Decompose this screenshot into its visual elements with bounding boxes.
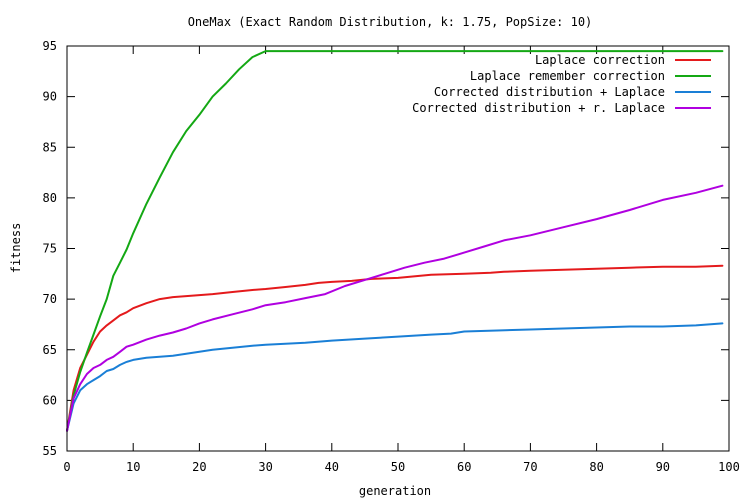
y-tick-label: 55 bbox=[43, 444, 57, 458]
legend-label: Laplace remember correction bbox=[470, 69, 665, 83]
y-axis-ticks: 55 60 65 70 75 80 85 90 95 bbox=[43, 39, 729, 458]
y-axis-label: fitness bbox=[9, 223, 23, 274]
x-tick-label: 30 bbox=[258, 460, 272, 474]
series-line-4 bbox=[66, 184, 724, 432]
series-line-3 bbox=[66, 322, 724, 432]
x-tick-label: 0 bbox=[63, 460, 70, 474]
legend-label: Laplace correction bbox=[535, 53, 665, 67]
y-tick-label: 65 bbox=[43, 343, 57, 357]
y-tick-label: 80 bbox=[43, 191, 57, 205]
x-tick-label: 50 bbox=[391, 460, 405, 474]
x-tick-label: 70 bbox=[523, 460, 537, 474]
y-tick-label: 90 bbox=[43, 90, 57, 104]
x-tick-label: 10 bbox=[126, 460, 140, 474]
x-tick-label: 100 bbox=[718, 460, 740, 474]
series-line-2 bbox=[66, 50, 724, 432]
x-axis-label: generation bbox=[359, 484, 431, 498]
x-tick-label: 90 bbox=[656, 460, 670, 474]
x-tick-label: 60 bbox=[457, 460, 471, 474]
y-tick-label: 95 bbox=[43, 39, 57, 53]
plot-frame bbox=[66, 45, 730, 452]
legend-label: Corrected distribution + r. Laplace bbox=[412, 101, 665, 115]
chart-title: OneMax (Exact Random Distribution, k: 1.… bbox=[188, 15, 593, 29]
x-tick-label: 80 bbox=[589, 460, 603, 474]
series-layer bbox=[66, 50, 724, 432]
y-tick-label: 85 bbox=[43, 140, 57, 154]
y-tick-label: 75 bbox=[43, 242, 57, 256]
legend-label: Corrected distribution + Laplace bbox=[434, 85, 665, 99]
legend: Laplace correction Laplace remember corre… bbox=[412, 53, 711, 115]
y-tick-label: 70 bbox=[43, 292, 57, 306]
y-tick-label: 60 bbox=[43, 393, 57, 407]
x-tick-label: 40 bbox=[325, 460, 339, 474]
series-line-1 bbox=[66, 264, 724, 432]
x-tick-label: 20 bbox=[192, 460, 206, 474]
x-axis-ticks: 0 10 20 30 40 50 60 70 80 90 100 bbox=[63, 46, 740, 474]
